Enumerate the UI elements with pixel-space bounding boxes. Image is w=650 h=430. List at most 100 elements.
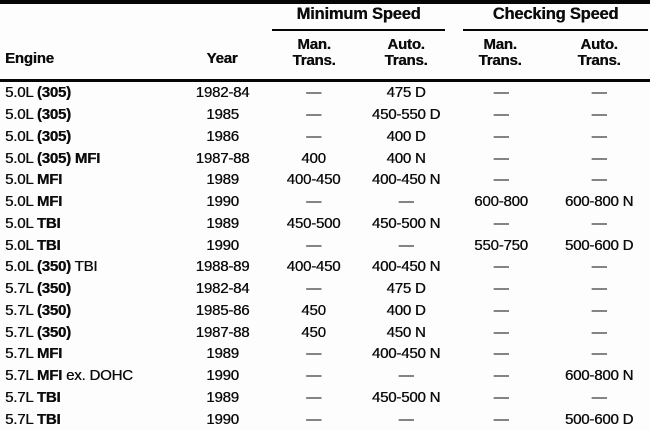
engine-cell: 5.0L (305) MFI	[0, 150, 160, 167]
min-man-cell: —	[306, 236, 321, 254]
engine-name-bold-segment: MFI	[70, 149, 101, 167]
column-header-line: Trans.	[478, 52, 522, 69]
column-header-line: Auto.	[580, 36, 618, 53]
chk-man-cell: —	[493, 214, 509, 232]
year-cell: 1990	[206, 410, 239, 428]
year-cell: 1989	[206, 171, 239, 189]
engine-cell: 5.7L (350)	[0, 280, 160, 297]
group-header-minimum-speed: Minimum Speed	[296, 5, 421, 23]
engine-name-bold-segment: TBI	[36, 214, 61, 232]
chk-man-cell: —	[493, 84, 509, 102]
engine-name-segment: 5.7L	[5, 388, 37, 406]
engine-name-bold-segment: (350)	[36, 280, 71, 298]
chk-man-cell: —	[493, 149, 509, 167]
min-auto-cell: —	[398, 236, 414, 254]
engine-name-bold-segment: TBI	[36, 410, 61, 428]
engine-cell: 5.7L MFI	[0, 345, 160, 362]
engine-name-bold-segment: (350)	[36, 258, 71, 276]
min-auto-cell: 400-450 N	[371, 258, 441, 276]
year-cell: 1987-88	[195, 149, 250, 167]
engine-name-segment: TBI	[70, 258, 98, 276]
engine-cell: 5.7L TBI	[0, 411, 160, 428]
min-man-cell: 450-500	[286, 214, 341, 232]
min-auto-cell: 475 D	[386, 280, 426, 298]
min-man-cell: —	[306, 345, 321, 363]
chk-auto-cell: —	[591, 323, 607, 341]
chk-auto-cell: 500-600 D	[564, 410, 634, 428]
engine-cell: 5.0L MFI	[0, 171, 160, 188]
year-cell: 1989	[206, 388, 239, 406]
table-body: 5.0L (305) 1982-84 — 475 D — — 5.0L (305) 1985 —…	[0, 82, 650, 430]
chk-man-cell: —	[493, 367, 509, 385]
chk-auto-cell: —	[591, 84, 607, 102]
min-auto-cell: —	[398, 410, 414, 428]
min-man-cell: 400-450	[286, 258, 341, 276]
engine-name-bold-segment: (305)	[36, 127, 71, 145]
chk-auto-cell: —	[591, 345, 607, 363]
chk-man-cell: —	[493, 301, 509, 319]
engine-name-segment: 5.0L	[5, 214, 37, 232]
chk-auto-cell: 600-800 N	[564, 367, 634, 385]
column-header-min-auto-trans: Auto. Trans.	[361, 37, 451, 69]
min-man-cell: 400	[301, 149, 326, 167]
year-cell: 1989	[206, 345, 239, 363]
engine-name-segment: 5.0L	[5, 149, 37, 167]
group-underline-checking-speed	[463, 28, 648, 31]
engine-name-bold-segment: (350)	[36, 301, 71, 319]
min-man-cell: —	[306, 367, 321, 385]
chk-man-cell: —	[493, 258, 509, 276]
column-header-line: Trans.	[292, 52, 336, 69]
chk-man-cell: —	[493, 106, 509, 124]
chk-man-cell: —	[493, 410, 509, 428]
engine-name-segment: 5.0L	[5, 84, 37, 102]
engine-cell: 5.7L MFI ex. DOHC	[0, 367, 160, 384]
column-header-year: Year	[206, 50, 238, 67]
table-row: 5.7L (350) 1987-88 450 450 N — —	[0, 321, 650, 343]
engine-cell: 5.7L (350)	[0, 302, 160, 319]
column-header-min-man-trans: Man. Trans.	[269, 37, 359, 69]
table-top-rule	[0, 0, 650, 4]
table-row: 5.0L (350) TBI 1988-89 400-450 400-450 N — —	[0, 256, 650, 278]
engine-cell: 5.0L (350) TBI	[0, 258, 160, 275]
engine-name-segment: 5.7L	[5, 367, 37, 385]
year-cell: 1985-86	[195, 301, 250, 319]
engine-cell: 5.0L MFI	[0, 193, 160, 210]
engine-name-segment: 5.0L	[5, 193, 37, 211]
chk-man-cell: 550-750	[474, 236, 528, 254]
year-cell: 1990	[206, 193, 239, 211]
year-cell: 1987-88	[195, 323, 250, 341]
engine-cell: 5.0L (305)	[0, 128, 160, 145]
column-header-line: Trans.	[384, 52, 428, 69]
group-header-checking-speed: Checking Speed	[492, 5, 619, 23]
column-header-line: Man.	[483, 36, 517, 53]
year-cell: 1982-84	[195, 84, 250, 102]
chk-auto-cell: 600-800 N	[564, 193, 634, 211]
chk-man-cell: —	[493, 388, 509, 406]
table-row: 5.0L TBI 1990 — — 550-750 500-600 D	[0, 234, 650, 256]
engine-name-bold-segment: (350)	[36, 323, 71, 341]
min-auto-cell: 475 D	[386, 84, 426, 102]
year-cell: 1990	[206, 367, 239, 385]
min-auto-cell: —	[398, 367, 414, 385]
engine-cell: 5.7L (350)	[0, 324, 160, 341]
table-row: 5.7L (350) 1982-84 — 475 D — —	[0, 278, 650, 300]
table-row: 5.7L TBI 1990 — — — 500-600 D	[0, 408, 650, 430]
engine-name-bold-segment: (305)	[36, 84, 71, 102]
min-man-cell: —	[306, 127, 321, 145]
chk-auto-cell: —	[591, 127, 607, 145]
chk-auto-cell: —	[591, 301, 607, 319]
engine-name-segment: 5.0L	[5, 236, 37, 254]
chk-man-cell: —	[493, 280, 509, 298]
min-man-cell: —	[306, 106, 321, 124]
min-auto-cell: 450-500 N	[371, 388, 441, 406]
min-auto-cell: 450-500 N	[371, 214, 441, 232]
table-row: 5.7L (350) 1985-86 450 400 D — —	[0, 300, 650, 322]
engine-name-segment: 5.0L	[5, 258, 37, 276]
min-auto-cell: 450 N	[386, 323, 426, 341]
min-man-cell: —	[306, 410, 321, 428]
chk-auto-cell: —	[591, 171, 607, 189]
engine-name-bold-segment: MFI	[36, 345, 63, 363]
min-man-cell: —	[306, 193, 321, 211]
engine-name-bold-segment: (305)	[36, 149, 71, 167]
